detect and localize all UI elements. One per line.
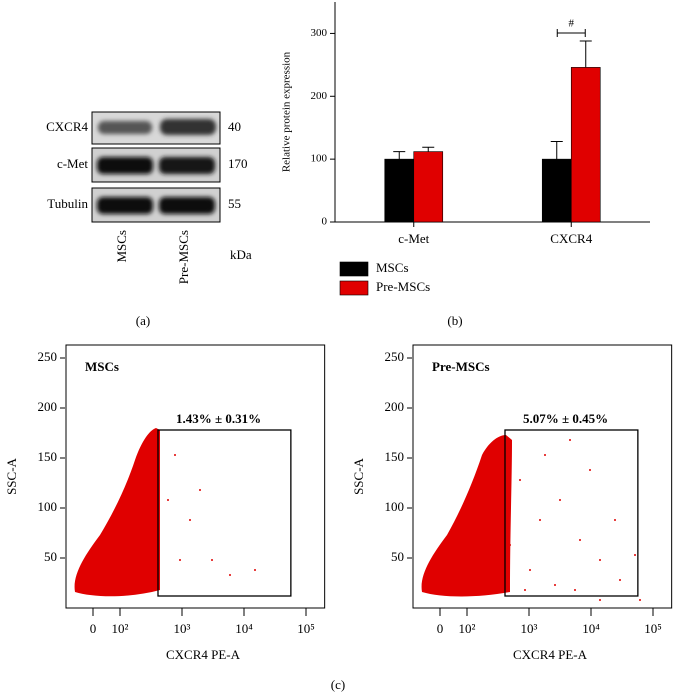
y-axis-label: SSC-A <box>4 457 19 494</box>
y-tick-label: 100 <box>38 499 58 514</box>
bar <box>570 67 601 223</box>
panel-title: MSCs <box>85 359 119 374</box>
gate-label: 1.43% ± 0.31% <box>176 411 261 426</box>
x-tick-label: 0 <box>437 621 444 636</box>
y-tick-label: 150 <box>38 449 58 464</box>
bands <box>97 119 216 214</box>
gate <box>504 429 639 597</box>
error-bar <box>550 141 563 160</box>
x-tick-label: 10² <box>112 621 129 636</box>
cell-cloud <box>74 428 160 597</box>
x-tick-label: 10⁵ <box>297 621 315 636</box>
plot-frame <box>65 344 326 609</box>
blot-row: CXCR4 <box>46 119 88 134</box>
error-bar <box>393 151 406 160</box>
bar <box>541 158 572 223</box>
y-tick-label: 200 <box>38 399 58 414</box>
x-axis-label: CXCR4 PE-A <box>166 647 241 662</box>
x-tick-label: c-Met <box>398 231 429 246</box>
significance-bracket <box>556 29 586 37</box>
blot-kda: 55 <box>228 196 241 211</box>
legend-swatch <box>339 261 369 277</box>
gate-label: 5.07% ± 0.45% <box>523 411 608 426</box>
blot-lane: MSCs <box>114 230 129 263</box>
y-tick-label: 250 <box>385 349 405 364</box>
panel-title: Pre-MSCs <box>432 359 490 374</box>
y-tick-label: 50 <box>44 549 57 564</box>
gate <box>157 429 292 597</box>
sparse-cells <box>167 439 641 601</box>
y-tick-label: 100 <box>385 499 405 514</box>
caption: (b) <box>447 313 462 328</box>
x-axis-label: CXCR4 PE-A <box>513 647 588 662</box>
bar <box>413 151 444 223</box>
error-bar <box>422 146 435 152</box>
caption: (a) <box>136 313 150 328</box>
x-tick-label: CXCR4 <box>550 231 592 246</box>
y-axis-label: Relative protein expression <box>281 51 293 172</box>
x-tick-label: 10³ <box>521 621 538 636</box>
y-tick-label: 0 <box>322 216 328 228</box>
blot-lane: Pre-MSCs <box>176 230 191 284</box>
caption: (c) <box>331 677 345 692</box>
blot-kda: 40 <box>228 119 241 134</box>
blot-kda: 170 <box>228 156 248 171</box>
y-tick-label: 300 <box>311 27 328 39</box>
cell-cloud <box>421 435 512 597</box>
blot-row: Tubulin <box>47 196 88 211</box>
legend-label: Pre-MSCs <box>376 279 430 294</box>
blot-unit: kDa <box>230 247 252 262</box>
annotation: # <box>569 18 575 30</box>
bar <box>384 158 415 223</box>
x-tick-label: 10⁵ <box>644 621 662 636</box>
y-tick-label: 150 <box>385 449 405 464</box>
y-tick-label: 100 <box>311 153 328 165</box>
legend-label: MSCs <box>376 260 409 275</box>
y-tick-label: 200 <box>311 90 328 102</box>
blot: CXCR4 c-Met Tubulin 40 170 55 MSCs Pre-M… <box>46 111 252 328</box>
x-tick-label: 10² <box>459 621 476 636</box>
y-tick-label: 50 <box>391 549 404 564</box>
x-tick-label: 10³ <box>174 621 191 636</box>
blot-row: c-Met <box>57 156 88 171</box>
y-tick-label: 200 <box>385 399 405 414</box>
plot-frame <box>412 344 673 609</box>
legend-swatch <box>339 280 369 296</box>
x-tick-label: 10⁴ <box>235 621 253 636</box>
error-bar <box>579 40 592 68</box>
y-axis-label: SSC-A <box>351 457 366 494</box>
x-tick-label: 0 <box>90 621 97 636</box>
x-tick-label: 10⁴ <box>582 621 600 636</box>
y-tick-label: 250 <box>38 349 58 364</box>
